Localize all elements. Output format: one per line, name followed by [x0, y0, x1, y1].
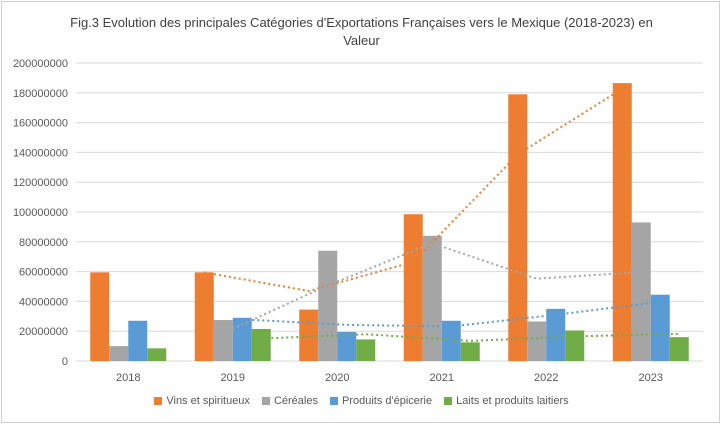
y-tick-label: 60000000 [19, 267, 68, 279]
legend-swatch [154, 397, 163, 405]
chart-title-line-1: Fig.3 Evolution des principales Catégori… [70, 15, 653, 30]
bar [194, 272, 214, 361]
legend-item: Céréales [261, 395, 318, 407]
chart-legend: Vins et spiritueux Céréales Produits d'épi… [0, 395, 723, 407]
bar [460, 342, 480, 361]
bar [565, 330, 585, 361]
trendline [204, 87, 623, 293]
legend-swatch [261, 397, 270, 405]
bar [128, 320, 148, 361]
y-tick-label: 100000000 [13, 207, 68, 219]
bar [631, 222, 651, 361]
bar [109, 346, 129, 361]
x-tick-label: 2021 [430, 372, 454, 384]
bar [403, 214, 423, 361]
y-tick-label: 160000000 [13, 118, 68, 130]
bar [299, 309, 319, 361]
legend-label: Laits et produits laitiers [456, 395, 569, 407]
bar [90, 272, 110, 361]
y-tick-label: 80000000 [19, 237, 68, 249]
x-tick-label: 2019 [221, 372, 245, 384]
legend-item: Vins et spiritueux [154, 395, 250, 407]
y-tick-label: 180000000 [13, 88, 68, 100]
x-tick-label: 2018 [116, 372, 140, 384]
bar [232, 317, 252, 361]
bar [546, 308, 566, 361]
bar [650, 294, 670, 361]
y-tick-label: 120000000 [13, 177, 68, 189]
trendline [222, 242, 642, 335]
y-tick-label: 200000000 [13, 58, 68, 70]
bar [318, 250, 338, 361]
bar [422, 235, 442, 361]
legend-swatch [444, 397, 453, 405]
bar [147, 348, 167, 361]
bar [612, 83, 632, 362]
legend-label: Produits d'épicerie [341, 395, 433, 407]
bar [527, 321, 547, 361]
legend-swatch [329, 397, 338, 405]
legend-item: Produits d'épicerie [329, 395, 433, 407]
legend-label: Céréales [273, 395, 318, 407]
bar [251, 328, 271, 361]
chart-title-line-2: Valeur [343, 33, 380, 48]
y-tick-label: 140000000 [13, 147, 68, 159]
x-tick-label: 2020 [325, 372, 349, 384]
bar [669, 337, 689, 361]
bar [337, 331, 357, 361]
y-tick-label: 40000000 [19, 296, 68, 308]
legend-item: Laits et produits laitiers [444, 395, 569, 407]
bar [441, 320, 461, 361]
y-tick-label: 20000000 [19, 326, 68, 338]
x-tick-label: 2022 [534, 372, 558, 384]
legend-label: Vins et spiritueux [166, 395, 250, 407]
bar [356, 339, 376, 361]
bar [508, 94, 528, 361]
bar [213, 320, 233, 361]
chart-title: Fig.3 Evolution des principales Catégori… [0, 14, 723, 50]
y-tick-label: 0 [62, 356, 68, 368]
x-tick-label: 2023 [639, 372, 663, 384]
